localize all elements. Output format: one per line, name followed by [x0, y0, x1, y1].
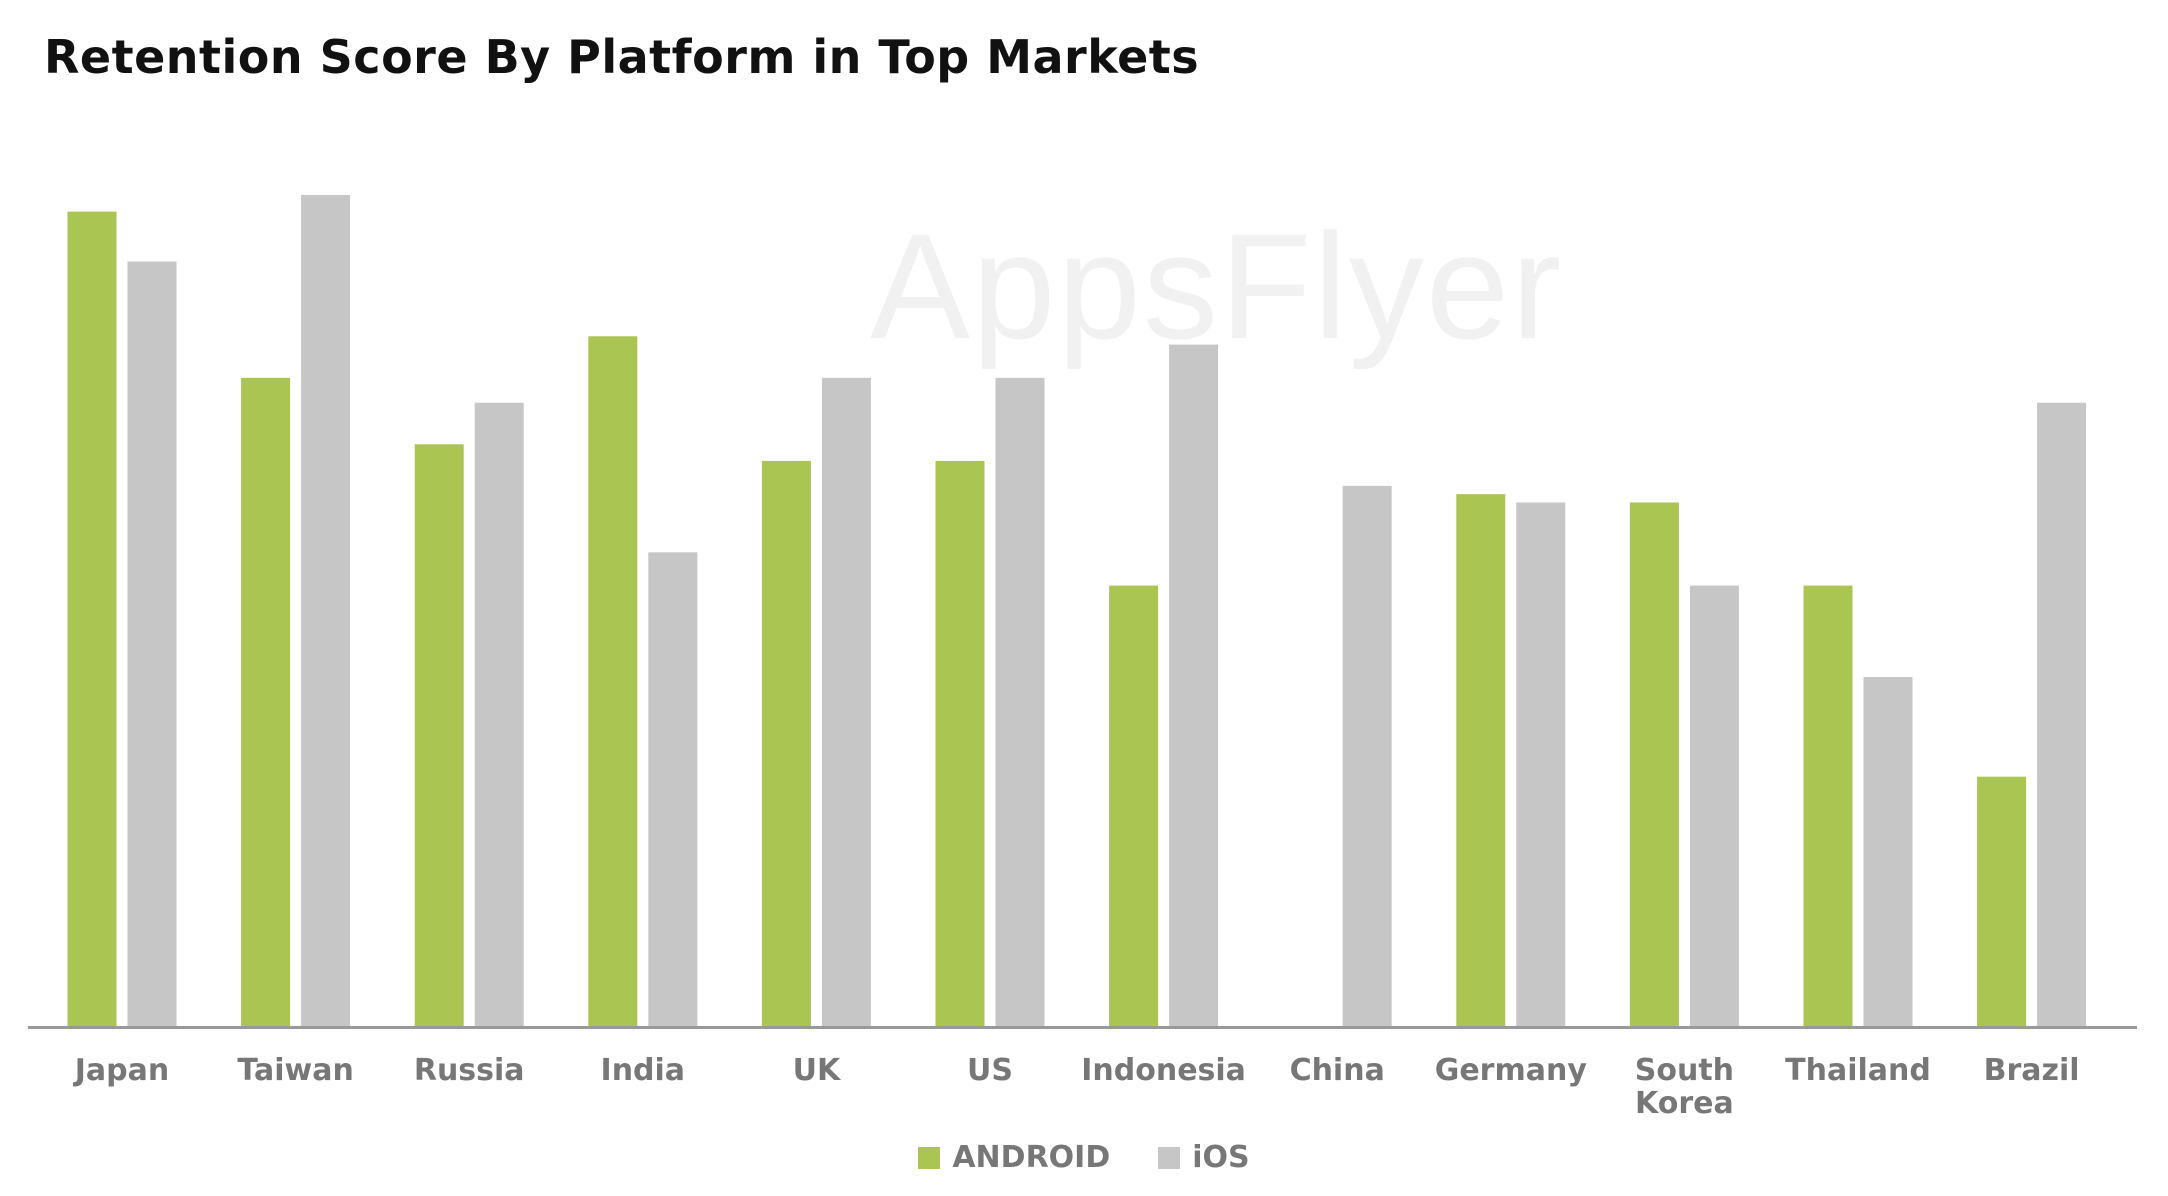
- bar-android-us: [935, 460, 985, 1026]
- bar-ios-taiwan: [301, 195, 351, 1026]
- bar-ios-uk: [821, 377, 871, 1026]
- x-tick-label: Germany: [1435, 1053, 1588, 1088]
- bar-android-japan: [67, 211, 117, 1026]
- bar-ios-japan: [127, 261, 177, 1027]
- legend-swatch-ios: [1158, 1146, 1181, 1169]
- bar-android-south-korea: [1629, 502, 1679, 1027]
- legend-label-ios: iOS: [1192, 1140, 1250, 1175]
- bar-ios-brazil: [2037, 402, 2087, 1026]
- bar-ios-china: [1342, 485, 1392, 1027]
- x-tick-label: Brazil: [1984, 1053, 2080, 1088]
- x-tick-label: South Korea: [1635, 1053, 1734, 1121]
- bar-android-uk: [761, 460, 811, 1026]
- x-tick-label: Russia: [414, 1053, 525, 1088]
- bar-ios-indonesia: [1169, 344, 1219, 1027]
- bar-android-germany: [1456, 494, 1506, 1026]
- x-tick-label: Taiwan: [237, 1053, 353, 1088]
- bar-android-indonesia: [1109, 585, 1159, 1026]
- x-tick-label: Japan: [73, 1053, 169, 1088]
- legend-item-android: ANDROID: [918, 1140, 1110, 1175]
- chart-title: Retention Score By Platform in Top Marke…: [44, 30, 1200, 84]
- x-tick-label: China: [1290, 1053, 1385, 1088]
- bar-ios-thailand: [1863, 676, 1913, 1026]
- bar-android-brazil: [1977, 776, 2027, 1026]
- x-tick-label: Thailand: [1785, 1053, 1931, 1088]
- x-tick-label: Indonesia: [1081, 1053, 1246, 1088]
- bar-android-thailand: [1803, 585, 1853, 1026]
- bar-ios-south-korea: [1689, 585, 1739, 1026]
- bar-android-taiwan: [241, 377, 291, 1026]
- bar-ios-germany: [1516, 502, 1566, 1027]
- bar-ios-russia: [474, 402, 524, 1026]
- bar-ios-us: [995, 377, 1045, 1026]
- legend-label-android: ANDROID: [952, 1140, 1111, 1175]
- appsflyer-watermark: AppsFlyer: [870, 202, 1564, 370]
- x-tick-label: India: [601, 1053, 686, 1088]
- bar-android-russia: [414, 444, 464, 1026]
- x-tick-label: UK: [793, 1053, 842, 1088]
- legend: ANDROID iOS: [0, 1140, 2168, 1175]
- x-tick-label: US: [967, 1053, 1013, 1088]
- legend-swatch-android: [918, 1146, 941, 1169]
- bar-android-india: [588, 336, 638, 1026]
- legend-item-ios: iOS: [1158, 1140, 1250, 1175]
- bar-ios-india: [648, 552, 698, 1026]
